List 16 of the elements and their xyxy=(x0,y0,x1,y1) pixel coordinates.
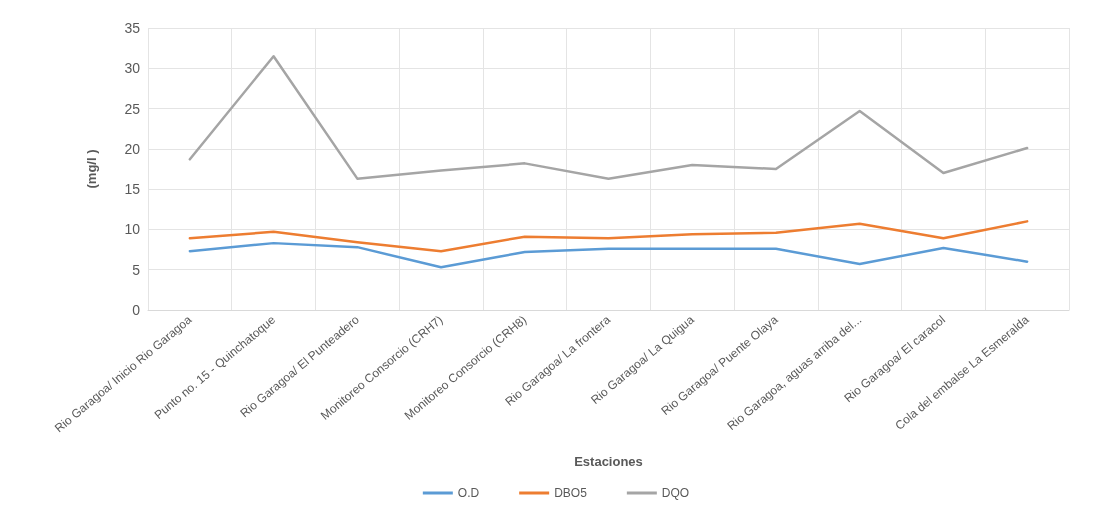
y-tick-label: 15 xyxy=(124,181,141,198)
legend-label: DBO5 xyxy=(554,486,588,500)
line-series xyxy=(188,54,1029,180)
legend-label: DQO xyxy=(661,486,690,500)
legend-label: O.D xyxy=(457,486,480,500)
y-tick-label: 0 xyxy=(132,302,141,318)
line-series xyxy=(188,220,1029,253)
y-axis-title: (mg/l ) xyxy=(84,149,99,189)
y-tick-label: 5 xyxy=(132,261,141,278)
y-tick-label: 30 xyxy=(124,60,141,77)
y-tick-label: 25 xyxy=(124,100,141,117)
y-tick-label: 20 xyxy=(124,140,141,157)
x-axis-title: Estaciones xyxy=(574,454,643,469)
y-tick-label: 10 xyxy=(124,221,141,238)
y-tick-label: 35 xyxy=(124,20,141,36)
line-series xyxy=(188,241,1029,269)
